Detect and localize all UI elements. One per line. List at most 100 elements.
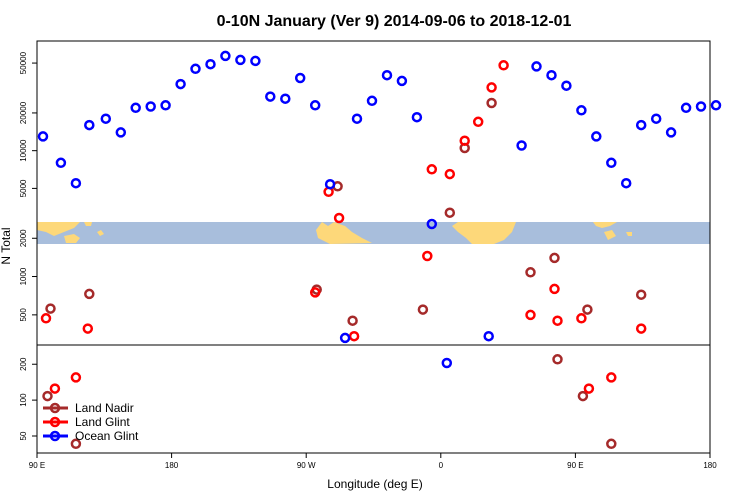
map-land-shape	[604, 230, 616, 240]
point-land-glint	[348, 330, 360, 342]
map-land-shape	[64, 234, 80, 243]
point-ocean-glint	[396, 75, 408, 87]
map-land-shape	[626, 232, 632, 236]
point-land-glint	[422, 250, 433, 262]
point-land-nadir	[444, 207, 456, 218]
point-ocean-glint	[351, 113, 363, 124]
point-land-nadir	[42, 390, 53, 402]
point-ocean-glint	[190, 63, 201, 75]
point-land-glint	[49, 383, 61, 394]
point-ocean-glint	[55, 157, 67, 169]
x-tick-label: 90 E	[29, 461, 45, 470]
point-land-glint	[459, 135, 470, 146]
point-ocean-glint	[546, 69, 557, 81]
point-land-glint	[472, 116, 484, 128]
point-land-glint	[333, 212, 345, 224]
point-ocean-glint	[205, 58, 216, 70]
y-tick-label: 100	[19, 393, 28, 407]
point-ocean-glint	[710, 100, 722, 111]
point-ocean-glint	[561, 80, 572, 91]
point-land-nadir	[417, 304, 429, 315]
point-land-glint	[498, 60, 509, 71]
point-ocean-glint	[483, 330, 494, 342]
point-land-nadir	[525, 267, 536, 278]
map-ocean	[37, 222, 710, 244]
point-ocean-glint	[366, 95, 378, 107]
point-land-glint	[426, 164, 438, 175]
point-ocean-glint	[516, 140, 527, 151]
point-ocean-glint	[160, 100, 171, 111]
point-land-glint	[606, 372, 617, 383]
x-tick-label: 0	[439, 461, 444, 470]
point-ocean-glint	[265, 91, 276, 102]
point-ocean-glint	[84, 119, 95, 131]
point-ocean-glint	[531, 61, 542, 72]
y-axis: 2000 5000 10000 20000 50000 500 1000 50 100 200	[19, 51, 37, 440]
point-land-glint	[576, 313, 587, 324]
point-ocean-glint	[115, 127, 127, 138]
legend-label-land-glint: Land Glint	[75, 415, 130, 429]
point-ocean-glint	[620, 177, 632, 189]
point-ocean-glint	[635, 119, 647, 131]
point-land-glint	[635, 323, 647, 334]
point-land-nadir	[486, 97, 497, 109]
y-tick-label: 50	[19, 431, 28, 440]
legend-label-land-nadir: Land Nadir	[75, 401, 134, 415]
point-ocean-glint	[145, 101, 156, 112]
point-land-glint	[525, 309, 536, 321]
y-tick-label: 200	[19, 357, 28, 371]
point-ocean-glint	[294, 72, 306, 84]
point-ocean-glint	[576, 105, 587, 116]
y-tick-label: 500	[19, 308, 28, 322]
point-ocean-glint	[606, 157, 617, 169]
point-land-glint	[486, 82, 497, 93]
point-land-glint	[549, 283, 560, 295]
point-land-nadir	[635, 289, 647, 300]
point-land-nadir	[606, 438, 617, 450]
point-ocean-glint	[280, 93, 291, 104]
point-land-glint	[444, 168, 456, 180]
point-ocean-glint	[220, 50, 231, 62]
map-land-shape	[97, 230, 104, 236]
y-tick-label: 50000	[19, 51, 28, 74]
x-axis: 90 E 180 90 W 0 90 E 180	[29, 453, 717, 470]
point-ocean-glint	[235, 54, 246, 66]
point-land-nadir	[347, 315, 358, 326]
x-axis-label: Longitude (deg E)	[327, 477, 422, 491]
point-land-nadir	[577, 390, 589, 402]
point-ocean-glint	[591, 131, 602, 142]
y-tick-label: 10000	[19, 139, 28, 162]
point-ocean-glint	[37, 131, 49, 142]
map-land-shape	[593, 222, 617, 228]
point-land-nadir	[549, 252, 560, 264]
point-ocean-glint	[175, 78, 186, 90]
chart-title: 0-10N January (Ver 9) 2014-09-06 to 2018…	[217, 13, 572, 30]
x-tick-label: 180	[703, 461, 717, 470]
legend-marker-land-nadir	[49, 402, 61, 414]
point-land-glint	[70, 372, 82, 383]
legend: Land Nadir Land Glint Ocean Glint	[43, 401, 139, 443]
point-ocean-glint	[665, 127, 677, 138]
map-land	[37, 222, 632, 244]
y-tick-label: 2000	[19, 229, 28, 247]
map-land-shape	[84, 222, 92, 226]
point-land-nadir	[84, 288, 95, 300]
point-ocean-glint	[100, 113, 112, 124]
legend-marker-ocean-glint	[49, 430, 61, 442]
point-land-glint	[583, 383, 595, 394]
point-ocean-glint	[70, 177, 82, 189]
point-ocean-glint	[250, 55, 261, 67]
point-ocean-glint	[130, 102, 141, 114]
data-points	[37, 50, 722, 450]
point-ocean-glint	[339, 332, 351, 344]
x-tick-label: 90 E	[567, 461, 583, 470]
x-tick-label: 180	[165, 461, 179, 470]
map-land-shape	[37, 222, 80, 236]
point-land-nadir	[70, 438, 82, 450]
legend-label-ocean-glint: Ocean Glint	[75, 429, 139, 443]
y-tick-label: 5000	[19, 179, 28, 197]
point-land-glint	[82, 323, 94, 334]
point-land-nadir	[552, 354, 563, 365]
point-land-glint	[552, 315, 563, 326]
